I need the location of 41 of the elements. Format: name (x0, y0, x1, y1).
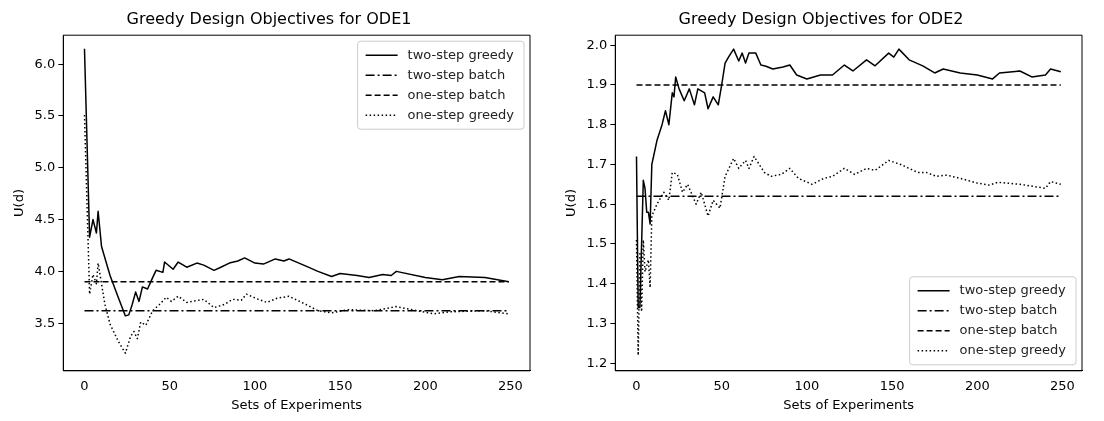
y-tick-label: 2.0 (586, 36, 608, 52)
legend-label: one-step batch (407, 86, 506, 102)
y-tick-label: 1.2 (586, 354, 608, 370)
y-axis-title: U(d) (11, 189, 27, 217)
y-tick-label: 1.8 (586, 116, 608, 132)
y-tick-label: 6.0 (34, 55, 56, 71)
legend-label: two-step greedy (959, 282, 1067, 298)
x-tick-label: 200 (964, 377, 990, 393)
x-tick-label: 200 (412, 377, 438, 393)
x-tick-label: 0 (632, 377, 641, 393)
x-tick-label: 50 (161, 377, 178, 393)
y-tick-label: 1.3 (586, 314, 608, 330)
x-tick-label: 250 (1050, 377, 1075, 393)
y-tick-label: 1.6 (586, 195, 608, 211)
x-tick-label: 100 (242, 377, 268, 393)
chart-title: Greedy Design Objectives for ODE1 (126, 8, 412, 28)
x-tick-label: 100 (794, 377, 820, 393)
chart-title: Greedy Design Objectives for ODE2 (678, 8, 964, 28)
legend-label: two-step batch (407, 66, 506, 82)
y-tick-label: 1.7 (586, 155, 608, 171)
legend-label: one-step greedy (959, 342, 1067, 358)
y-tick-label: 4.0 (34, 262, 56, 278)
y-tick-label: 1.5 (586, 235, 608, 251)
x-tick-label: 50 (713, 377, 730, 393)
x-axis-title: Sets of Experiments (783, 396, 915, 412)
x-tick-label: 150 (327, 377, 353, 393)
legend-label: two-step greedy (407, 46, 515, 62)
x-tick-label: 0 (80, 377, 89, 393)
x-axis-title: Sets of Experiments (231, 396, 363, 412)
y-tick-label: 5.5 (34, 107, 56, 123)
y-axis-title: U(d) (563, 189, 579, 217)
y-tick-label: 4.5 (34, 210, 56, 226)
x-tick-label: 250 (498, 377, 523, 393)
y-tick-label: 1.9 (586, 76, 608, 92)
y-tick-label: 5.0 (34, 159, 56, 175)
legend-label: one-step batch (959, 322, 1058, 338)
x-tick-label: 150 (879, 377, 905, 393)
legend-label: two-step batch (959, 302, 1058, 318)
legend-label: one-step greedy (407, 106, 515, 122)
y-tick-label: 1.4 (586, 275, 608, 291)
y-tick-label: 3.5 (34, 314, 56, 330)
